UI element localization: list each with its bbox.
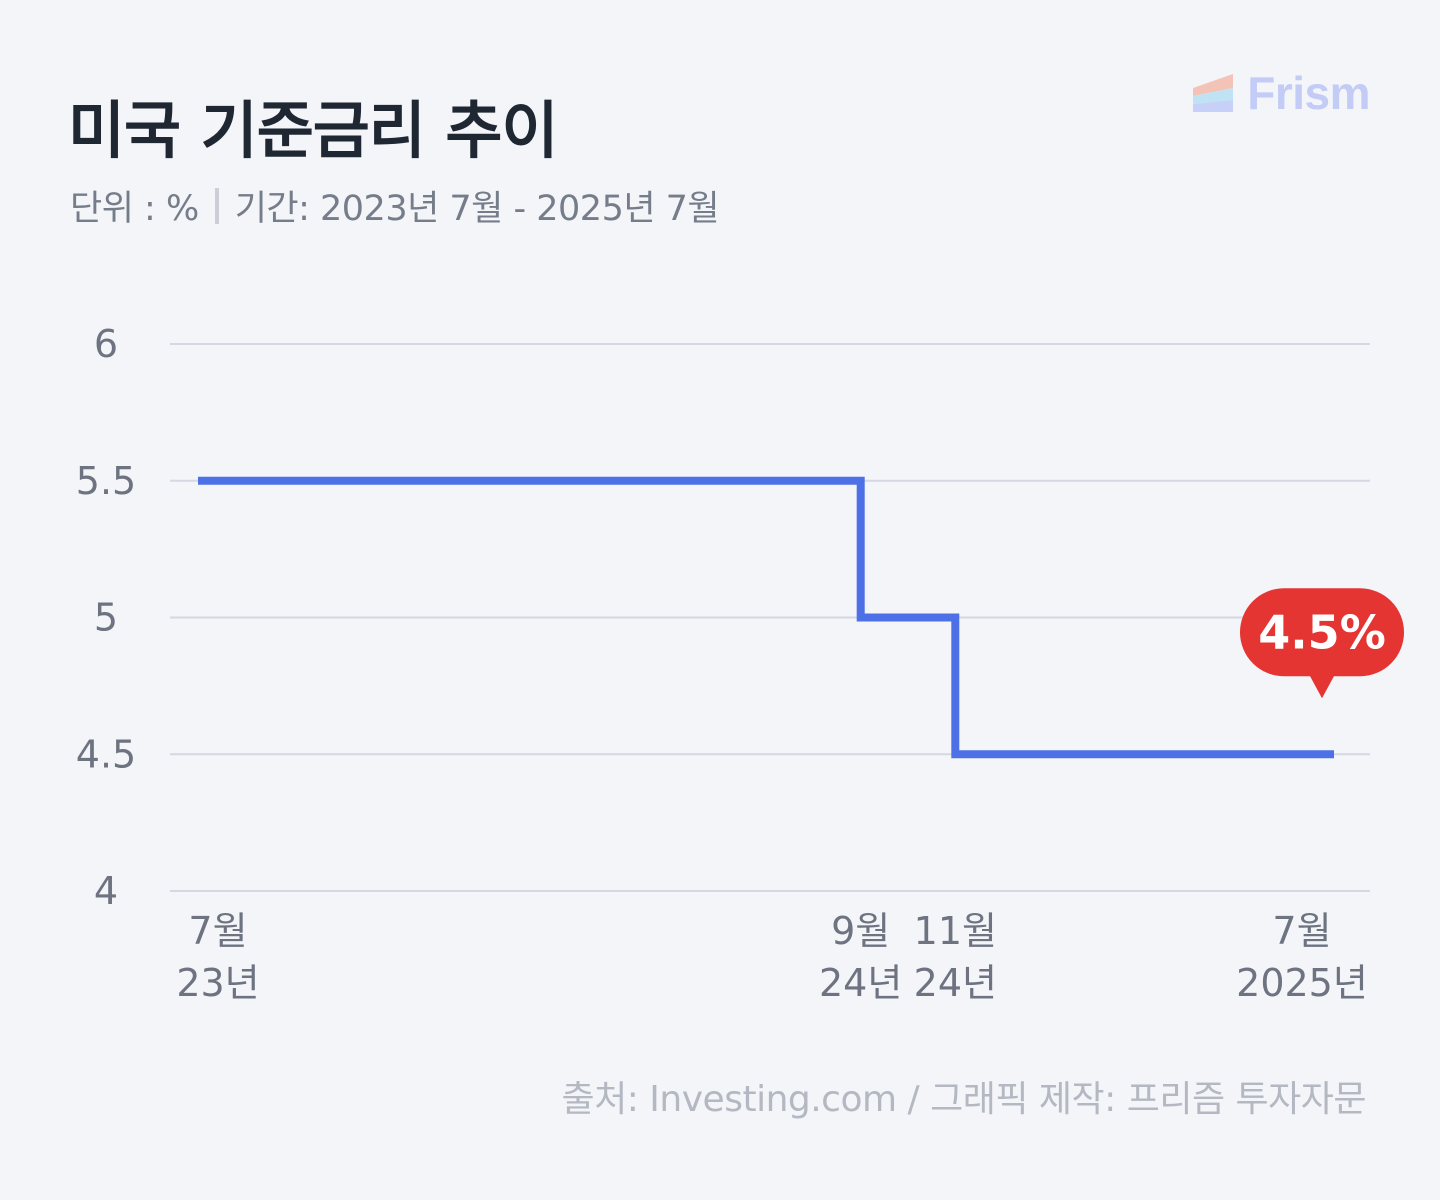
chart-subtitle: 단위 : % 기간: 2023년 7월 - 2025년 7월 — [70, 180, 720, 231]
x-tick-year: 23년 — [176, 961, 259, 1005]
x-tick-year: 24년 — [914, 961, 997, 1005]
chart-title: 미국 기준금리 추이 — [68, 94, 558, 167]
x-tick-month: 9월 — [831, 909, 890, 953]
x-tick-month: 7월 — [188, 909, 247, 953]
subtitle-separator — [214, 187, 219, 224]
y-tick-label: 5 — [94, 596, 118, 640]
y-tick-label: 4 — [94, 869, 118, 913]
callout-pointer — [1309, 674, 1335, 699]
x-tick-year: 24년 — [819, 961, 902, 1005]
source-footer: 출처: Investing.com / 그래픽 제작: 프리즘 투자자문 — [561, 1079, 1367, 1120]
unit-label: 단위 : % — [70, 189, 199, 229]
frism-logo-text: Frism — [1247, 67, 1370, 119]
frism-logo: Frism — [1193, 66, 1370, 120]
x-tick-month: 7월 — [1272, 909, 1331, 953]
x-tick-month: 11월 — [914, 909, 997, 953]
callout-bubble — [1240, 588, 1404, 677]
period-label: 기간: 2023년 7월 - 2025년 7월 — [234, 189, 720, 229]
y-tick-label: 6 — [94, 322, 118, 366]
y-tick-label: 4.5 — [76, 732, 136, 776]
frism-logo-icon — [1193, 74, 1234, 112]
y-tick-label: 5.5 — [76, 459, 136, 503]
rate-series-line — [198, 476, 1334, 759]
callout-label: 4.5% — [1258, 605, 1386, 659]
x-tick-year: 2025년 — [1236, 961, 1368, 1005]
